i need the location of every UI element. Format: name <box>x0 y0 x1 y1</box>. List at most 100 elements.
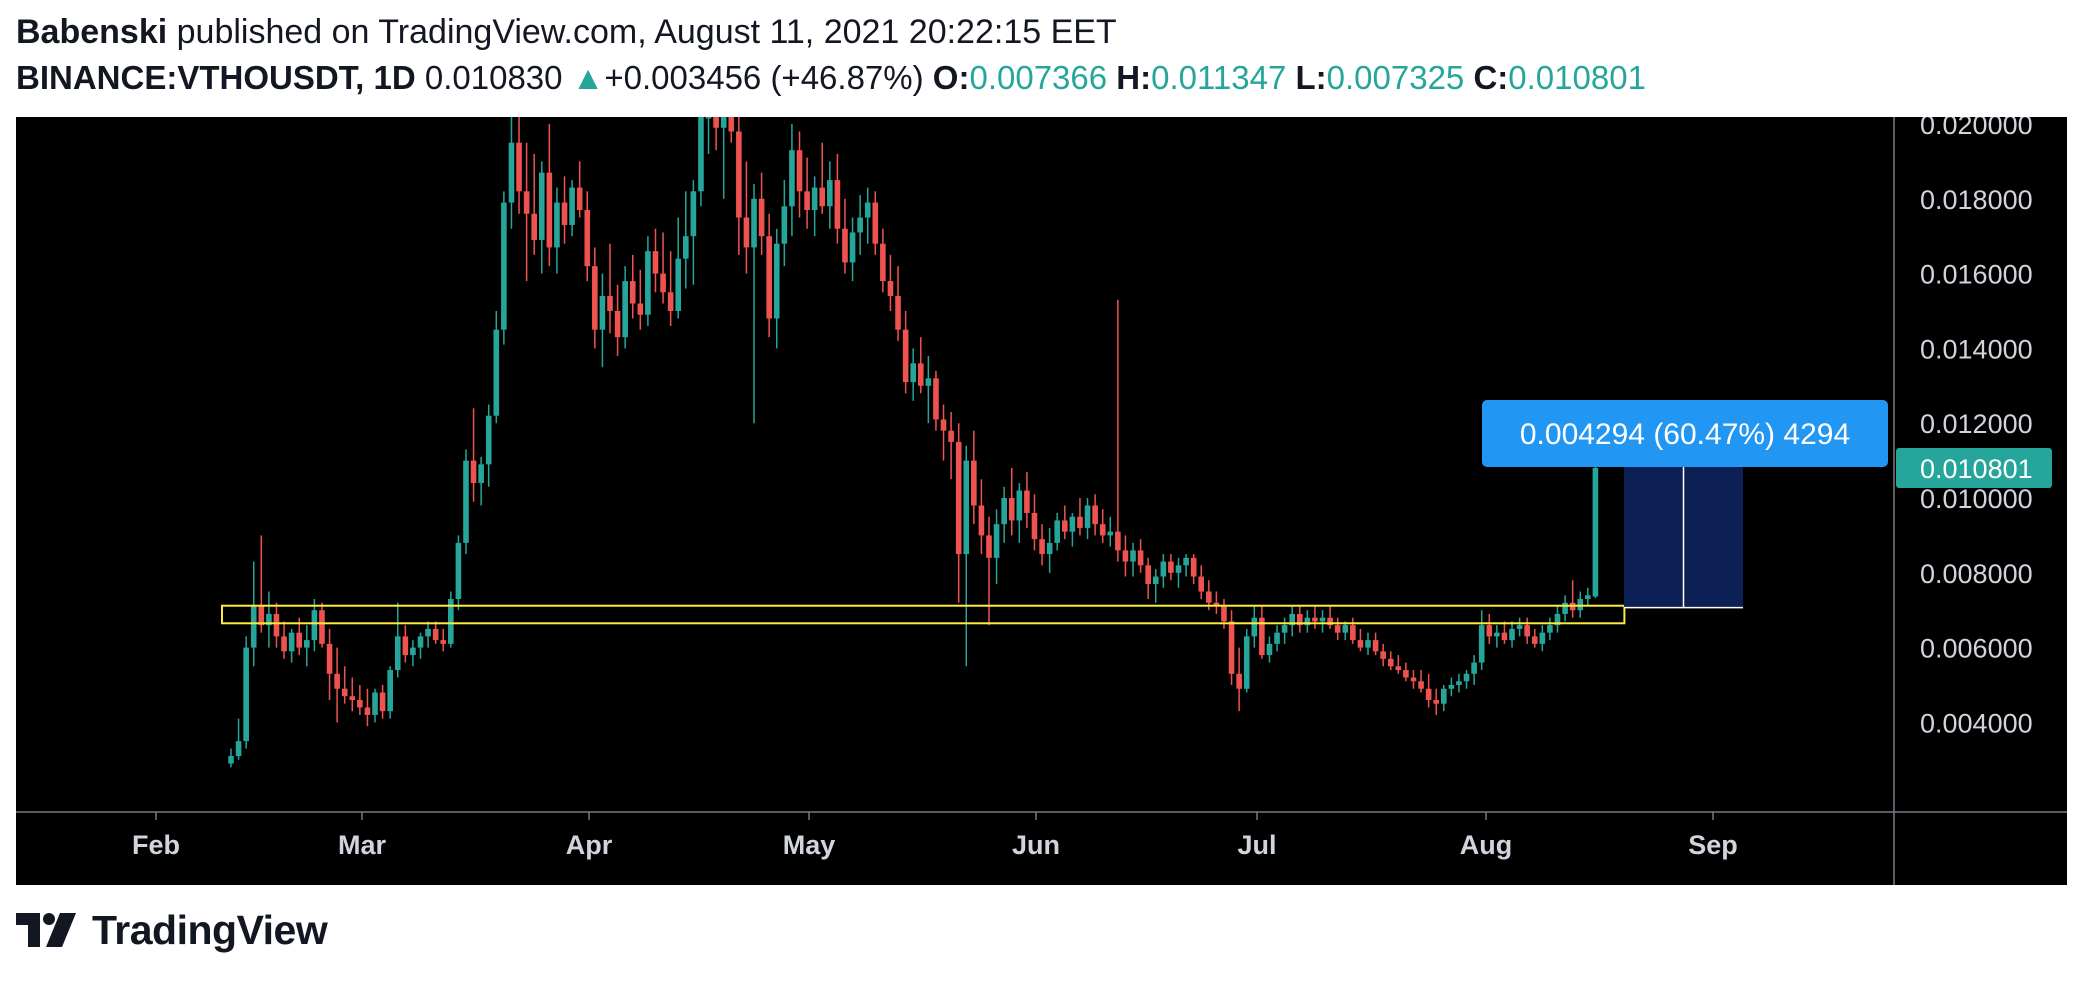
candle-body <box>288 632 295 652</box>
candle <box>228 748 234 768</box>
candle-body <box>1433 699 1440 704</box>
candle <box>326 628 333 700</box>
candle <box>379 685 386 719</box>
candle <box>1107 516 1114 547</box>
candle <box>1251 606 1258 648</box>
candle-body <box>993 524 1000 558</box>
brand-name[interactable]: TradingView <box>92 906 328 953</box>
candle <box>743 161 750 274</box>
candle-body <box>508 142 515 203</box>
candle <box>1130 542 1136 577</box>
candle <box>334 647 340 723</box>
candle <box>569 180 575 237</box>
price-axis[interactable]: 0.020000 0.018000 0.016000 0.014000 0.012000… <box>1896 117 2052 738</box>
candle <box>1448 677 1455 697</box>
candle <box>1008 468 1015 536</box>
candle-body <box>1387 658 1394 667</box>
candle-body <box>781 206 788 244</box>
candle <box>978 479 985 555</box>
candle <box>1456 673 1462 693</box>
candle-body <box>1562 602 1568 614</box>
candle-body <box>1425 688 1432 700</box>
candle-body <box>266 613 272 626</box>
candle <box>857 195 863 255</box>
candle <box>614 284 621 356</box>
candle-body <box>1054 520 1061 543</box>
candle <box>1509 621 1515 648</box>
candle-body <box>1410 677 1417 682</box>
candle <box>501 191 507 345</box>
candle <box>1016 483 1023 543</box>
candle-body <box>1342 625 1349 633</box>
time-tick-label: Jul <box>1237 830 1276 860</box>
symbol-label[interactable]: BINANCE:VTHOUSDT, 1D <box>16 59 416 96</box>
candle-body <box>910 363 916 383</box>
candle-body <box>1494 632 1500 637</box>
candle <box>1562 595 1568 622</box>
candle <box>1077 498 1083 536</box>
candle-body <box>1039 539 1045 555</box>
candle <box>599 273 606 368</box>
candle-body <box>811 187 818 211</box>
price-chart[interactable]: 0.004294 (60.47%) 4294 0.0200000.0180000… <box>16 117 2067 885</box>
candle <box>645 236 651 326</box>
candle-body <box>1357 640 1364 648</box>
candle-body <box>569 187 575 225</box>
candle <box>864 187 871 244</box>
candle <box>1099 509 1106 543</box>
candle-body <box>758 198 765 237</box>
candle-body <box>690 191 697 237</box>
tradingview-logo-icon[interactable] <box>16 913 78 947</box>
candle-body <box>880 243 886 282</box>
candle-body <box>1008 498 1015 521</box>
candle-body <box>948 430 954 442</box>
candle-body <box>1228 621 1235 674</box>
candle-body <box>637 303 644 315</box>
candle-body <box>675 258 682 311</box>
candle <box>705 117 712 154</box>
candle-body <box>250 606 257 648</box>
candle-body <box>1585 595 1591 599</box>
candle-body <box>933 378 939 420</box>
candle <box>1122 535 1129 577</box>
candle <box>235 718 242 760</box>
time-axis[interactable]: Feb Mar Apr May Jun Jul Aug Sep <box>132 812 1738 860</box>
candle <box>463 449 469 555</box>
candle <box>1312 606 1318 629</box>
candle <box>796 131 803 218</box>
author-name[interactable]: Babenski <box>16 13 168 51</box>
candle-body <box>1175 565 1182 573</box>
candle-body <box>334 673 340 689</box>
candle <box>592 247 598 349</box>
candle-body <box>1084 505 1091 528</box>
candle <box>1372 632 1379 656</box>
candle-body <box>349 696 356 700</box>
candle <box>1259 606 1265 659</box>
candle <box>1152 569 1159 603</box>
candle <box>1304 610 1311 633</box>
support-zone[interactable] <box>221 604 1626 625</box>
candle-body <box>902 329 909 383</box>
candle-body <box>1456 681 1462 685</box>
candle <box>1350 617 1356 644</box>
candle <box>1296 606 1303 633</box>
price-tick-label: 0.006000 <box>1920 634 2033 664</box>
candle-body <box>1486 625 1493 637</box>
candle <box>751 183 757 424</box>
candle-body <box>1441 688 1447 704</box>
candle <box>425 621 431 648</box>
candle <box>1531 628 1538 648</box>
price-tick-label: 0.010000 <box>1920 484 2033 514</box>
candle <box>1425 673 1432 708</box>
candle <box>1319 610 1326 633</box>
candle <box>1357 628 1364 652</box>
candle <box>652 228 659 293</box>
candle-body <box>940 419 947 431</box>
candle-body <box>1501 632 1508 641</box>
price-tick-label: 0.012000 <box>1920 409 2033 439</box>
price-tick-label: 0.016000 <box>1920 260 2033 290</box>
candle-body <box>925 378 932 386</box>
candle <box>629 254 636 319</box>
candle-body <box>417 636 424 648</box>
candle-body <box>773 243 780 319</box>
